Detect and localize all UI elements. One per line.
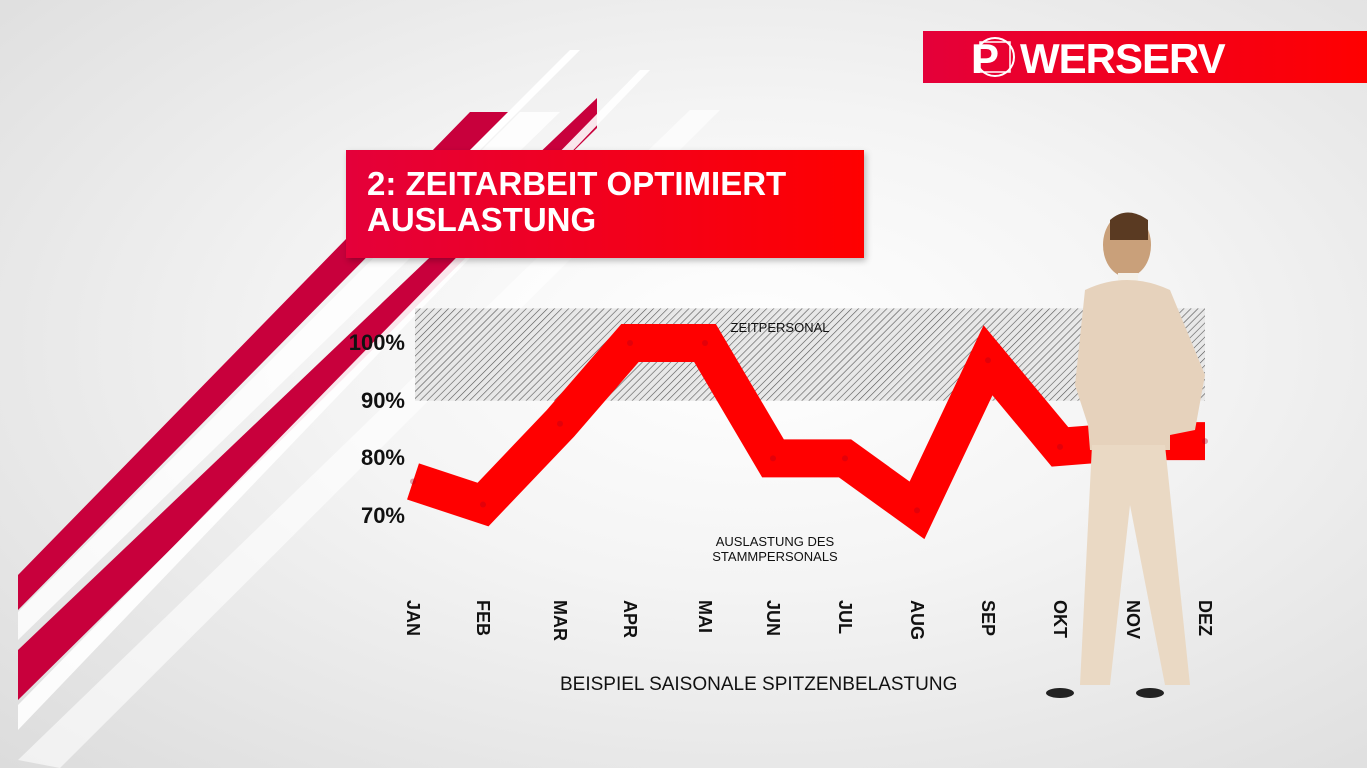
x-tick-jan: JAN: [403, 600, 423, 637]
vitruvian-man-icon: [975, 37, 1015, 77]
data-point-okt: [1057, 443, 1063, 450]
logo-p: P: [971, 35, 999, 82]
band-label: ZEITPERSONAL: [730, 320, 830, 335]
x-tick-mai: MAI: [695, 600, 715, 633]
y-tick-label: 90%: [360, 387, 405, 413]
series-label-line-1: AUSLASTUNG DES: [715, 534, 835, 549]
data-point-mai: [702, 340, 708, 346]
x-tick-feb: FEB: [473, 600, 493, 636]
zeitpersonal-band: [415, 308, 1205, 401]
x-tick-okt: OKT: [1050, 600, 1070, 638]
data-point-apr: [627, 340, 633, 346]
data-point-sep: [985, 357, 991, 364]
y-tick-label: 70%: [360, 503, 405, 529]
y-tick-label: 80%: [360, 445, 405, 471]
series-label-line-2: STAMMPERSONALS: [712, 549, 838, 564]
x-tick-jun: JUN: [763, 600, 783, 637]
x-tick-jul: JUL: [835, 600, 855, 635]
utilization-ribbon: [407, 324, 1205, 540]
data-point-dez: [1202, 438, 1208, 445]
data-point-jun: [770, 455, 776, 462]
x-tick-mar: MAR: [550, 600, 570, 641]
businesswoman-figure: [1046, 212, 1205, 698]
x-tick-dez: DEZ: [1195, 600, 1215, 636]
x-tick-aug: AUG: [907, 600, 927, 640]
x-tick-nov: NOV: [1123, 600, 1143, 640]
page-title: 2: ZEITARBEIT OPTIMIERT AUSLASTUNG: [367, 166, 786, 238]
x-tick-sep: SEP: [978, 600, 998, 637]
data-point-aug: [914, 507, 920, 514]
logo-werserv: WERSERV: [1020, 35, 1226, 82]
x-axis-label: BEISPIEL SAISONALE SPITZENBELASTUNG: [560, 674, 958, 695]
series-label: AUSLASTUNG DES STAMMPERSONALS: [690, 534, 860, 564]
x-tick-apr: APR: [620, 600, 640, 639]
data-point-feb: [480, 501, 486, 508]
data-point-jan: [410, 478, 416, 485]
powerserv-logo: P P WERSERV: [923, 31, 1367, 83]
data-point-jul: [842, 455, 848, 462]
title-line-1: 2: ZEITARBEIT OPTIMIERT: [367, 165, 787, 202]
title-banner: 2: ZEITARBEIT OPTIMIERT AUSLASTUNG: [346, 150, 864, 258]
title-line-2: AUSLASTUNG: [367, 201, 597, 238]
data-point-mar: [557, 420, 563, 427]
y-tick-label: 100%: [348, 330, 405, 355]
